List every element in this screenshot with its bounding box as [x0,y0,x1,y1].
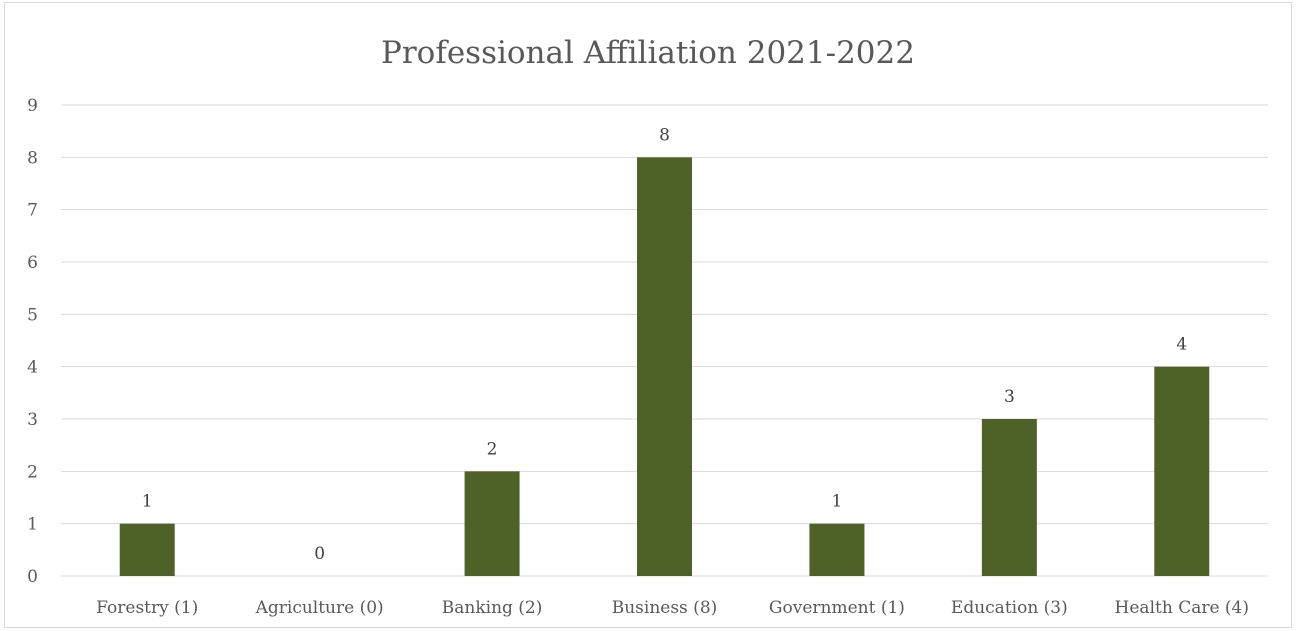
y-tick-label: 2 [27,462,38,482]
bar-value-label: 4 [1176,335,1187,355]
x-axis-ticks: Forestry (1) Agriculture (0) Banking (2) Bu… [96,598,1249,618]
bar [464,471,520,576]
y-tick-label: 4 [27,358,38,378]
bar-value-label: 0 [314,544,325,564]
bar [119,523,175,576]
y-tick-label: 0 [27,567,38,587]
bar [981,419,1037,576]
bar [809,523,865,576]
x-tick-label: Agriculture (0) [255,598,384,618]
chart-title: Professional Affiliation 2021-2022 [381,35,915,71]
bar-value-label: 1 [832,492,843,512]
y-tick-label: 3 [27,410,38,430]
data-labels: 1 0 2 8 1 3 4 [142,125,1187,564]
y-axis-ticks: 0 1 2 3 4 5 6 7 8 9 [27,96,38,587]
bar-value-label: 3 [1004,387,1015,407]
y-tick-label: 5 [27,305,38,325]
x-tick-label: Business (8) [612,598,718,618]
bar-value-label: 1 [142,492,153,512]
x-tick-label: Forestry (1) [96,598,198,618]
y-tick-label: 1 [27,515,38,535]
x-tick-label: Health Care (4) [1115,598,1249,618]
bars [119,157,1210,577]
bar [1154,366,1210,576]
bar [637,157,692,577]
bar-value-label: 2 [487,439,498,459]
x-tick-label: Government (1) [769,598,905,618]
y-tick-label: 6 [27,253,38,273]
bar-value-label: 8 [659,125,670,145]
y-tick-label: 7 [27,201,38,221]
x-tick-label: Banking (2) [442,598,543,618]
x-tick-label: Education (3) [951,598,1068,618]
y-tick-label: 8 [27,148,38,168]
y-tick-label: 9 [27,96,38,116]
